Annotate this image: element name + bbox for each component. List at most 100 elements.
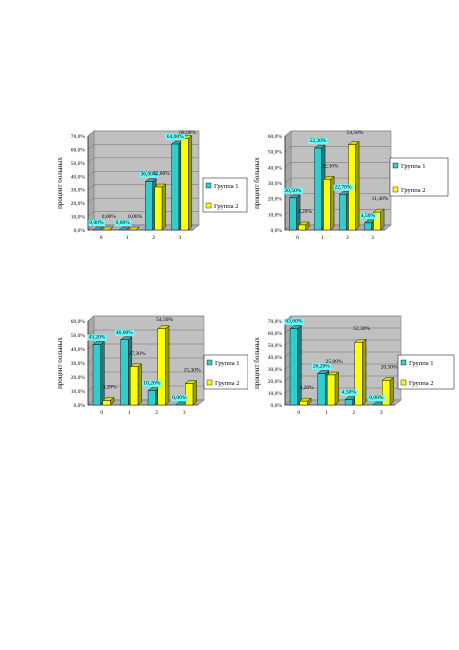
gridline bbox=[87, 144, 199, 150]
chart-bottom-left: 0,0% 10,0% 20,0% 30,0% 40,0% 50,0% 60,0% процен… bbox=[56, 315, 249, 425]
y-tick-label: 70,0% bbox=[71, 134, 86, 140]
chart-top-right: 0,0% 10,0% 20,0% 30,0% 40,0% 50,0% 60,0% процен… bbox=[250, 128, 455, 248]
data-label: 32,00% bbox=[153, 171, 170, 177]
data-label: 4,50% bbox=[342, 390, 357, 396]
data-label: 26,20% bbox=[313, 364, 330, 370]
chart-svg: 0,0% 10,0% 20,0% 30,0% 40,0% 50,0% 60,0% процен… bbox=[253, 130, 449, 241]
legend-swatch bbox=[392, 186, 399, 193]
bar-2-Группа-2-cat-3 bbox=[381, 376, 395, 406]
legend-entry: Группа 2 bbox=[401, 187, 425, 194]
x-tick-label: 0 bbox=[100, 410, 103, 416]
data-label: 54,50% bbox=[347, 130, 364, 136]
y-tick-label: 40,0% bbox=[71, 347, 86, 353]
y-tick-label: 30,0% bbox=[71, 361, 86, 367]
data-label-bg bbox=[340, 389, 358, 396]
y-axis-label: процент больных bbox=[58, 337, 64, 389]
data-label: 20,50% bbox=[381, 364, 398, 370]
data-label-bg bbox=[142, 380, 162, 387]
data-label-bg bbox=[114, 329, 135, 336]
data-label: 3,20% bbox=[298, 209, 313, 215]
data-label-bg bbox=[333, 184, 353, 191]
y-tick-label: 50,0% bbox=[268, 150, 283, 156]
data-label: 20,50% bbox=[285, 188, 302, 194]
x-tick-label: 3 bbox=[183, 410, 186, 416]
y-tick-label: 0,0% bbox=[74, 228, 86, 234]
bar-2-Группа-2-cat-0 bbox=[101, 226, 114, 231]
bar-2-Группа-2-cat-1 bbox=[326, 371, 340, 406]
x-tick-label: 2 bbox=[155, 410, 158, 416]
bar-2-Группа-2-cat-1 bbox=[129, 363, 143, 406]
y-tick-label: 10,0% bbox=[268, 212, 283, 218]
data-label: 4,50% bbox=[361, 213, 376, 219]
data-label: 63,60% bbox=[285, 319, 302, 325]
x-tick-label: 3 bbox=[371, 235, 374, 241]
bar-2-Группа-2-cat-2 bbox=[157, 325, 170, 406]
data-label-bg bbox=[139, 171, 159, 178]
data-label: 32,30% bbox=[322, 163, 339, 169]
gridline bbox=[87, 130, 199, 137]
data-label-bg bbox=[114, 220, 132, 226]
data-label: 52,30% bbox=[310, 138, 327, 144]
legend-swatch bbox=[392, 162, 399, 169]
x-tick-label: 0 bbox=[296, 235, 299, 241]
y-tick-label: 60,0% bbox=[71, 147, 86, 153]
y-tick-label: 10,0% bbox=[71, 389, 86, 395]
legend-swatch bbox=[400, 379, 407, 386]
data-label: 3,20% bbox=[299, 385, 314, 391]
data-label: 27,30% bbox=[129, 351, 146, 357]
data-label: 0,00% bbox=[369, 395, 384, 401]
y-tick-label: 10,0% bbox=[268, 391, 283, 397]
bar-1-Группа-1-cat-0 bbox=[289, 325, 302, 406]
legend-swatch bbox=[205, 202, 212, 209]
y-tick-label: 50,0% bbox=[268, 343, 283, 349]
x-tick-label: 2 bbox=[352, 410, 355, 416]
data-label: 68,00% bbox=[179, 130, 196, 136]
x-tick-label: 2 bbox=[346, 235, 349, 241]
bar-2-Группа-2-cat-2 bbox=[354, 338, 367, 406]
y-tick-label: 50,0% bbox=[71, 333, 86, 339]
chart-top-left: 0,0% 10,0% 20,0% 30,0% 40,0% 50,0% 60,0% 70,0% п… bbox=[56, 128, 248, 248]
data-label: 46,60% bbox=[116, 330, 133, 336]
chart-svg: 0,0% 10,0% 20,0% 30,0% 40,0% 50,0% 60,0% 70,0% п… bbox=[253, 315, 455, 416]
bar-1-Группа-1-cat-1 bbox=[118, 226, 131, 231]
y-tick-label: 20,0% bbox=[268, 379, 283, 385]
legend-entry: Группа 1 bbox=[214, 183, 238, 190]
legend: Группа 1 Группа 2 bbox=[389, 157, 449, 197]
y-tick-label: 40,0% bbox=[268, 165, 283, 171]
data-label-bg bbox=[165, 134, 186, 141]
bar-1-Группа-1-cat-0 bbox=[288, 194, 301, 231]
data-label-bg bbox=[171, 395, 188, 401]
data-label: 0,00% bbox=[102, 214, 117, 220]
y-tick-label: 20,0% bbox=[268, 197, 283, 203]
y-axis-label: процент больных bbox=[253, 157, 261, 209]
plot-side-wall bbox=[87, 130, 95, 231]
y-tick-label: 30,0% bbox=[71, 188, 86, 194]
data-label: 43,20% bbox=[88, 335, 105, 341]
legend-entry: Группа 2 bbox=[214, 203, 238, 210]
data-label-bg bbox=[284, 318, 304, 325]
legend-swatch bbox=[400, 359, 407, 366]
legend: Группа 1 Группа 2 bbox=[397, 354, 455, 390]
data-label: 36,00% bbox=[140, 172, 157, 178]
bar-1-Группа-1-cat-3 bbox=[371, 401, 385, 406]
legend-entry: Группа 2 bbox=[409, 380, 433, 387]
legend-entry: Группа 1 bbox=[215, 360, 239, 367]
y-tick-label: 60,0% bbox=[268, 134, 283, 140]
data-label: 64,00% bbox=[167, 134, 184, 140]
data-label-bg bbox=[87, 334, 107, 341]
bar-2-Группа-2-cat-3 bbox=[184, 380, 198, 406]
legend-swatch bbox=[206, 379, 213, 386]
x-tick-label: 0 bbox=[297, 410, 300, 416]
data-label: 3,20% bbox=[102, 385, 117, 391]
data-label: 11,40% bbox=[372, 196, 389, 202]
data-label-bg bbox=[283, 187, 303, 194]
y-tick-label: 40,0% bbox=[71, 174, 86, 180]
data-label: 0,00% bbox=[116, 220, 131, 226]
gridline bbox=[87, 171, 199, 177]
data-label-bg bbox=[311, 363, 332, 370]
data-label-bg bbox=[359, 212, 377, 219]
y-tick-label: 30,0% bbox=[268, 367, 283, 373]
gridline bbox=[87, 157, 199, 164]
y-tick-label: 0,0% bbox=[271, 403, 283, 409]
y-tick-label: 20,0% bbox=[71, 375, 86, 381]
